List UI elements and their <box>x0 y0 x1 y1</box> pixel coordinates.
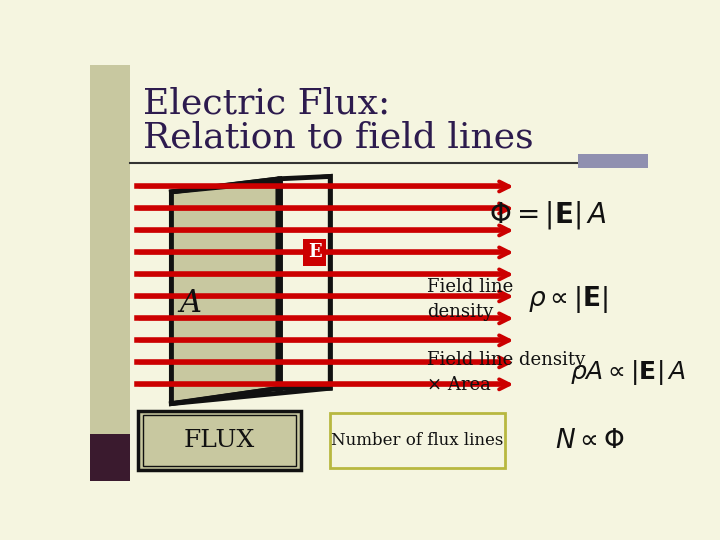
Text: Field line
density: Field line density <box>427 278 513 321</box>
Bar <box>330 413 505 468</box>
Text: $N \propto \Phi$: $N \propto \Phi$ <box>555 428 625 453</box>
Bar <box>90 65 130 481</box>
Text: Number of flux lines: Number of flux lines <box>331 432 503 449</box>
Text: $\rho \propto |\mathbf{E}|$: $\rho \propto |\mathbf{E}|$ <box>528 284 608 315</box>
Bar <box>138 411 301 470</box>
Bar <box>143 415 296 466</box>
Text: E: E <box>308 244 322 261</box>
Polygon shape <box>280 177 330 388</box>
Text: Field line density
× Area: Field line density × Area <box>427 352 585 394</box>
Text: FLUX: FLUX <box>184 429 255 452</box>
Bar <box>578 154 648 168</box>
Text: Relation to field lines: Relation to field lines <box>143 120 534 154</box>
Bar <box>90 434 130 481</box>
Text: $\rho A \propto |\mathbf{E}|\, A$: $\rho A \propto |\mathbf{E}|\, A$ <box>570 359 686 387</box>
Text: $\Phi = |\mathbf{E}|\, A$: $\Phi = |\mathbf{E}|\, A$ <box>489 199 606 231</box>
Text: A: A <box>180 288 202 319</box>
Polygon shape <box>171 179 277 403</box>
Text: Electric Flux:: Electric Flux: <box>143 86 390 120</box>
